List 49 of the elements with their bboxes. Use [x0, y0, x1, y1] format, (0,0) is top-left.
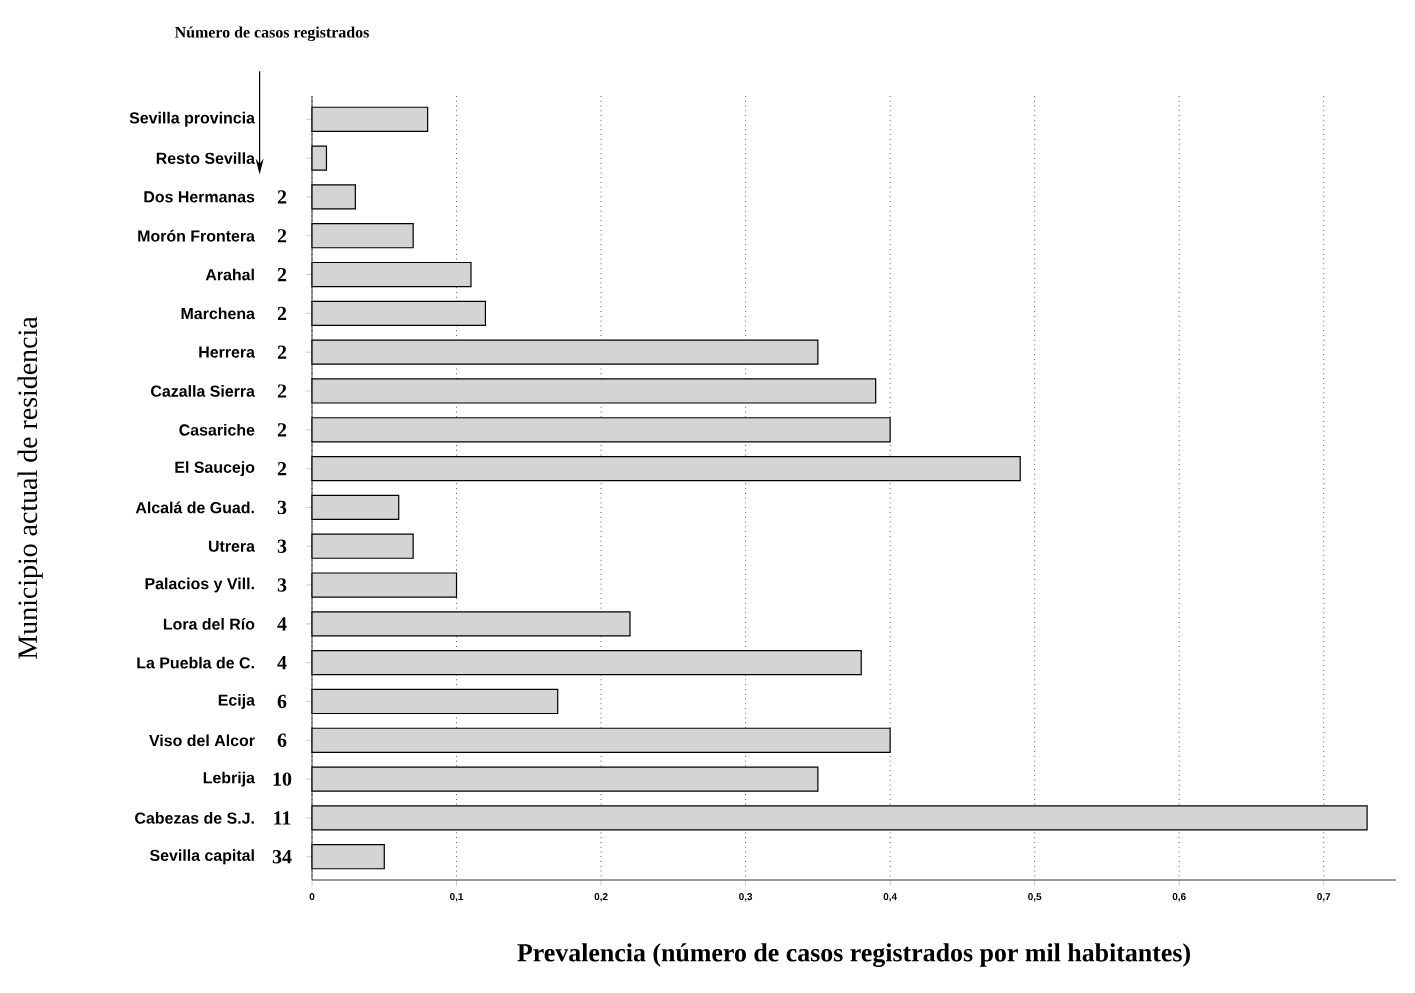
- y-tick-label: Cazalla Sierra: [151, 385, 256, 397]
- text: 6: [277, 733, 287, 747]
- x-tick-label: 0,1: [450, 893, 464, 902]
- y-tick-label: La Puebla de C.: [137, 656, 254, 669]
- y-tick-label: Morón Frontera: [138, 229, 256, 242]
- y-tick-label: Sevilla capital: [149, 849, 254, 865]
- text: 2: [277, 190, 287, 204]
- y-tick-label: Viso del Alcor: [149, 734, 255, 747]
- x-tick-label: 0,2: [594, 893, 608, 902]
- x-axis-title: Prevalencia (número de casos registrados por mil habitantes): [517, 943, 1190, 967]
- text: 2: [277, 345, 287, 359]
- text: 11: [274, 811, 291, 825]
- y-tick-label: Utrera: [208, 540, 256, 552]
- text: 10: [273, 772, 292, 786]
- y-tick-label: El Saucejo: [175, 461, 255, 477]
- y-tick-label: Casariche: [179, 423, 255, 436]
- text: 2: [277, 423, 287, 437]
- y-tick-label: Resto Sevilla: [156, 152, 256, 164]
- x-tick-label: 0: [309, 893, 315, 901]
- y-tick-label: Dos Hermanas: [144, 191, 255, 203]
- x-tick-label: 0,3: [739, 893, 753, 902]
- text: 3: [277, 500, 287, 515]
- text: 2: [277, 229, 287, 243]
- x-tick-label: 0,7: [1317, 893, 1331, 902]
- text: 3: [277, 578, 287, 592]
- x-tick-label: 0,6: [1172, 893, 1186, 902]
- y-tick-label: Lebrija: [203, 771, 256, 787]
- text: 2: [277, 267, 287, 282]
- y-tick-label: Palacios y Vill.: [145, 577, 254, 593]
- y-tick-label: Arahal: [205, 268, 254, 281]
- y-tick-label: Sevilla provincia: [129, 111, 256, 127]
- y-tick-label: Cabezas de S.J.: [135, 812, 254, 824]
- text: 6: [277, 694, 287, 709]
- text: 2: [277, 306, 287, 320]
- text: 4: [277, 656, 287, 670]
- y-tick-label: Marchena: [181, 307, 256, 320]
- text: 34: [272, 850, 292, 864]
- y-tick-label: Lora del Río: [163, 617, 255, 630]
- text: 2: [277, 384, 287, 398]
- text: 2: [277, 462, 287, 476]
- x-tick-label: 0,4: [883, 893, 898, 902]
- text: 3: [277, 539, 287, 553]
- text: Número de casos registrados: [174, 26, 369, 41]
- y-tick-label: Herrera: [199, 346, 256, 358]
- y-axis-title: Municipio actual de residencia: [17, 316, 43, 659]
- text: 4: [277, 617, 287, 631]
- x-tick-label: 0,5: [1028, 893, 1042, 902]
- y-tick-label: Alcalá de Guad.: [135, 501, 254, 514]
- y-tick-label: Ecija: [218, 694, 256, 709]
